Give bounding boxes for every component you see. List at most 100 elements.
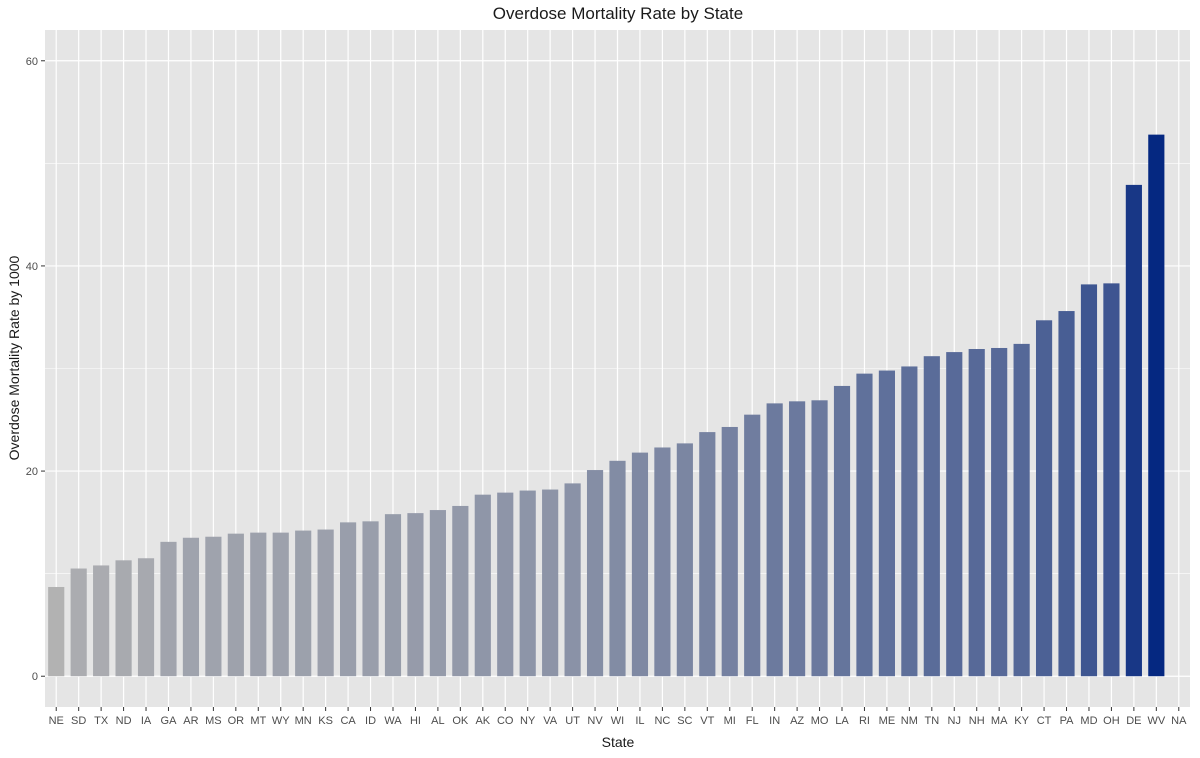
bar-ks — [317, 529, 334, 677]
x-tick-label: WA — [384, 715, 402, 727]
bar-mt — [250, 532, 267, 677]
bar-ms — [205, 536, 222, 677]
x-tick-label: WV — [1147, 715, 1165, 727]
bar-ky — [1013, 343, 1030, 677]
x-tick-label: NY — [520, 715, 536, 727]
bar-nh — [968, 349, 985, 677]
x-tick-label: UT — [565, 715, 580, 727]
bar-ri — [856, 373, 873, 677]
x-tick-label: NM — [901, 715, 918, 727]
x-tick-label: AL — [431, 715, 444, 727]
bar-nc — [654, 447, 671, 677]
bar-ca — [340, 522, 357, 677]
bar-md — [1080, 284, 1098, 677]
y-tick-label: 60 — [26, 56, 38, 68]
x-tick-label: WI — [611, 715, 624, 727]
x-tick-label: MS — [205, 715, 222, 727]
bar-pa — [1058, 311, 1075, 677]
bar-ny — [519, 490, 536, 677]
x-tick-label: NA — [1171, 715, 1187, 727]
bar-sd — [70, 568, 87, 677]
x-tick-label: NJ — [948, 715, 961, 727]
x-tick-label: TX — [94, 715, 109, 727]
x-tick-label: NE — [49, 715, 64, 727]
bar-nm — [901, 366, 918, 677]
x-tick-label: ME — [879, 715, 896, 727]
x-tick-label: VT — [700, 715, 714, 727]
x-tick-label: MO — [811, 715, 829, 727]
x-tick-label: RI — [859, 715, 870, 727]
bar-wi — [609, 460, 626, 677]
x-axis-title: State — [601, 734, 635, 750]
bar-in — [766, 403, 783, 677]
x-tick-label: ND — [116, 715, 132, 727]
x-tick-label: IN — [769, 715, 780, 727]
x-tick-label: OH — [1103, 715, 1120, 727]
x-tick-label: KS — [318, 715, 333, 727]
bar-ma — [991, 347, 1008, 677]
bar-me — [878, 370, 895, 677]
bar-tx — [93, 565, 110, 677]
x-tick-label: PA — [1060, 715, 1075, 727]
x-tick-label: IA — [141, 715, 152, 727]
bar-ct — [1035, 320, 1053, 677]
x-tick-label: CO — [497, 715, 514, 727]
x-tick-label: MD — [1080, 715, 1097, 727]
bar-nd — [115, 560, 132, 677]
bar-hi — [407, 513, 424, 677]
bar-ar — [182, 537, 200, 677]
x-tick-label: TN — [924, 715, 939, 727]
y-tick-label: 40 — [26, 261, 38, 273]
chart-title: Overdose Mortality Rate by State — [492, 4, 744, 23]
bar-sc — [676, 443, 693, 677]
x-tick-label: FL — [746, 715, 759, 727]
x-tick-label: WY — [272, 715, 290, 727]
x-tick-label: MI — [724, 715, 736, 727]
x-tick-label: NV — [587, 715, 603, 727]
bar-fl — [744, 414, 761, 677]
bar-nj — [946, 352, 963, 677]
bar-wa — [384, 514, 402, 677]
x-tick-label: IL — [635, 715, 644, 727]
x-tick-label: DE — [1126, 715, 1141, 727]
x-tick-label: MT — [250, 715, 266, 727]
x-tick-label: VA — [543, 715, 558, 727]
bar-vt — [699, 432, 716, 677]
x-tick-label: ID — [365, 715, 376, 727]
bar-ne — [48, 586, 65, 677]
bar-il — [631, 452, 649, 677]
x-tick-label: KY — [1014, 715, 1029, 727]
bar-tn — [923, 356, 940, 677]
bar-mo — [811, 400, 828, 677]
bar-wy — [272, 532, 289, 677]
x-tick-label: MN — [295, 715, 312, 727]
x-tick-label: MA — [991, 715, 1008, 727]
bar-va — [542, 489, 559, 677]
x-tick-label: SC — [677, 715, 692, 727]
x-tick-label: HI — [410, 715, 421, 727]
y-tick-label: 0 — [32, 671, 38, 683]
bar-la — [833, 385, 851, 677]
bar-ia — [137, 558, 155, 677]
bar-nv — [586, 470, 604, 677]
x-tick-label: AK — [475, 715, 490, 727]
y-tick-label: 20 — [26, 466, 38, 478]
x-tick-label: OR — [228, 715, 245, 727]
bar-wv — [1148, 134, 1165, 677]
x-tick-label: CA — [340, 715, 356, 727]
x-tick-label: NC — [654, 715, 670, 727]
bar-mi — [721, 426, 738, 677]
x-tick-label: OK — [452, 715, 469, 727]
x-tick-label: CT — [1037, 715, 1052, 727]
bar-ut — [564, 483, 581, 677]
bar-ak — [474, 494, 491, 677]
bar-az — [789, 401, 806, 677]
bar-ga — [160, 541, 177, 677]
bar-ok — [452, 505, 469, 677]
bar-co — [497, 492, 514, 677]
x-tick-label: LA — [835, 715, 849, 727]
bar-de — [1125, 184, 1142, 677]
bar-id — [362, 521, 379, 677]
x-tick-label: GA — [161, 715, 178, 727]
